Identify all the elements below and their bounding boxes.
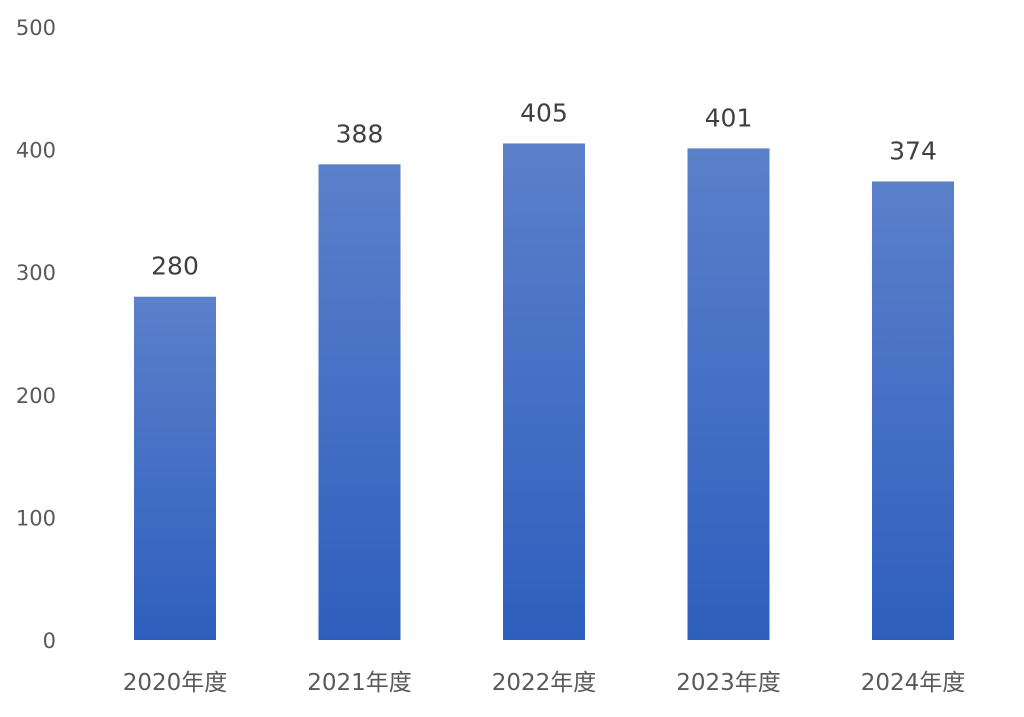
x-tick-label: 2022年度: [492, 670, 597, 696]
data-label: 405: [520, 98, 568, 127]
bars: [134, 143, 954, 640]
x-tick-label: 2024年度: [861, 670, 966, 696]
y-axis: 0 100 200 300 400 500: [16, 16, 56, 653]
bar: [872, 181, 954, 640]
y-tick-label: 400: [16, 139, 56, 163]
x-tick-label: 2021年度: [307, 670, 412, 696]
y-tick-label: 100: [16, 506, 56, 530]
x-tick-label: 2023年度: [676, 670, 781, 696]
bar: [503, 143, 585, 640]
data-label: 280: [151, 252, 199, 281]
y-tick-label: 0: [43, 629, 56, 653]
x-tick-label: 2020年度: [123, 670, 228, 696]
data-label: 388: [336, 119, 384, 148]
y-tick-label: 300: [16, 261, 56, 285]
y-tick-label: 200: [16, 384, 56, 408]
y-tick-label: 500: [16, 16, 56, 40]
bar: [318, 164, 401, 640]
x-axis: 2020年度 2021年度 2022年度 2023年度 2024年度: [123, 670, 966, 696]
bar: [687, 148, 770, 640]
data-labels: 280 388 405 401 374: [151, 98, 937, 280]
bar: [134, 296, 216, 640]
data-label: 374: [889, 136, 937, 165]
data-label: 401: [705, 103, 753, 132]
